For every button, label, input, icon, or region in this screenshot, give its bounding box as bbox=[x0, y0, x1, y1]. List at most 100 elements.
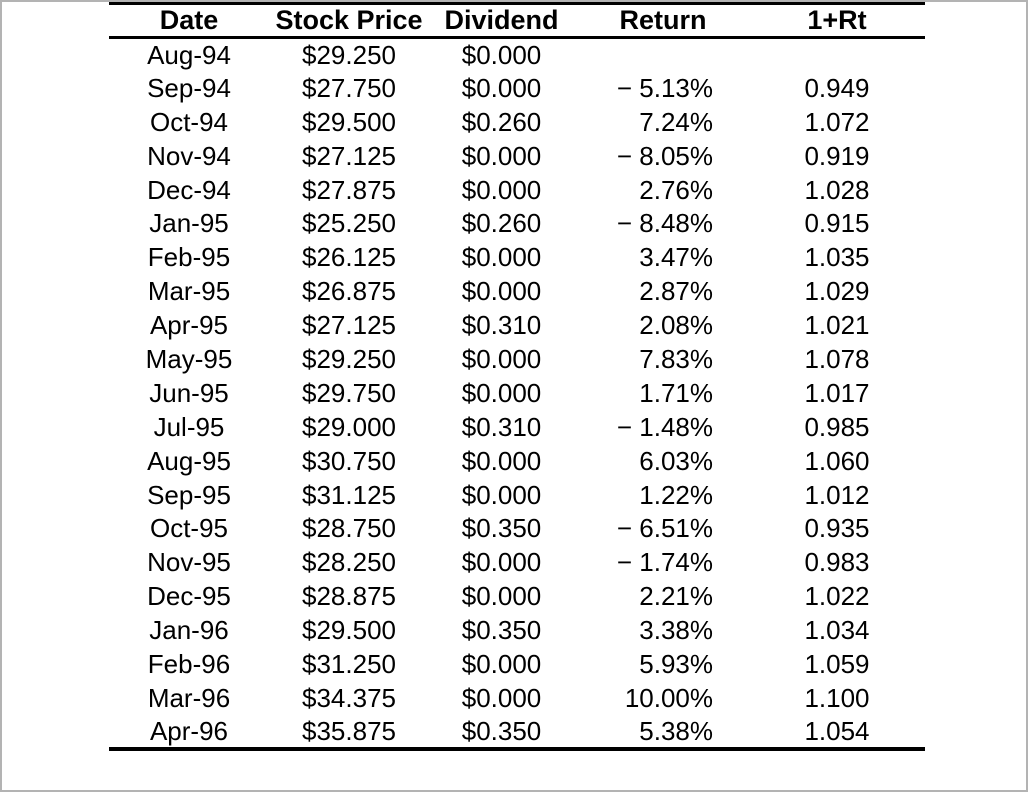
table-cell: May-95 bbox=[145, 343, 233, 374]
table-cell: $25.250 bbox=[302, 208, 396, 239]
table-cell: 1.029 bbox=[804, 276, 870, 307]
table-row: Mar-95 $26.875 $0.000 2.87% 1.029 bbox=[109, 275, 925, 309]
table-cell: $26.875 bbox=[302, 276, 396, 307]
table-cell: 1.017 bbox=[804, 377, 870, 408]
table-cell: $0.000 bbox=[461, 445, 542, 476]
table-cell: $0.310 bbox=[461, 310, 542, 341]
table-cell: $29.500 bbox=[302, 106, 396, 137]
stock-return-table-container: Date Stock Price Dividend Return 1+Rt Aug-94… bbox=[109, 2, 925, 794]
column-header-date: Date bbox=[109, 3, 269, 39]
stock-return-table: Date Stock Price Dividend Return 1+Rt Aug-94… bbox=[109, 2, 925, 752]
table-cell: 0.949 bbox=[804, 72, 870, 103]
table-cell: Sep-94 bbox=[147, 72, 231, 103]
table-cell: 6.03% bbox=[639, 445, 713, 476]
table-cell: 3.47% bbox=[639, 242, 713, 273]
column-header-dividend: Dividend bbox=[429, 3, 574, 39]
table-cell: $0.350 bbox=[461, 615, 542, 646]
table-cell: Jan-95 bbox=[149, 208, 229, 239]
table-cell: 2.08% bbox=[639, 310, 713, 341]
table-cell: Oct-95 bbox=[149, 513, 229, 544]
table-cell: $0.000 bbox=[461, 377, 542, 408]
table-row: May-95 $29.250 $0.000 7.83% 1.078 bbox=[109, 343, 925, 377]
table-cell: Oct-94 bbox=[149, 106, 229, 137]
table-cell: $27.750 bbox=[302, 72, 396, 103]
table-row: Sep-95 $31.125 $0.000 1.22% 1.012 bbox=[109, 478, 925, 512]
table-row: Nov-95 $28.250 $0.000 − 1.74% 0.983 bbox=[109, 546, 925, 580]
table-cell: $0.260 bbox=[461, 208, 542, 239]
table-cell: 2.76% bbox=[639, 174, 713, 205]
table-cell: Jun-95 bbox=[149, 377, 229, 408]
table-cell: $27.125 bbox=[302, 140, 396, 171]
table-cell: 5.93% bbox=[639, 648, 713, 679]
column-header-return: Return bbox=[574, 3, 724, 39]
table-cell: $26.125 bbox=[302, 242, 396, 273]
table-cell: Aug-95 bbox=[147, 445, 231, 476]
table-cell: 1.054 bbox=[804, 715, 870, 746]
table-row: Dec-95 $28.875 $0.000 2.21% 1.022 bbox=[109, 580, 925, 614]
table-row: Jun-95 $29.750 $0.000 1.71% 1.017 bbox=[109, 376, 925, 410]
table-row: Jan-95 $25.250 $0.260 − 8.48% 0.915 bbox=[109, 207, 925, 241]
table-cell: 3.38% bbox=[639, 615, 713, 646]
table-row: Oct-94 $29.500 $0.260 7.24% 1.072 bbox=[109, 105, 925, 139]
table-cell: $0.310 bbox=[461, 411, 542, 442]
table-cell: $28.875 bbox=[302, 581, 396, 612]
table-cell: $0.000 bbox=[461, 648, 542, 679]
table-cell: 0.983 bbox=[804, 547, 870, 578]
table-cell: Aug-94 bbox=[147, 39, 231, 70]
table-cell: 1.71% bbox=[639, 377, 713, 408]
table-cell: Jul-95 bbox=[153, 411, 225, 442]
table-cell: $0.260 bbox=[461, 106, 542, 137]
table-cell: 2.87% bbox=[639, 276, 713, 307]
table-cell: Feb-96 bbox=[147, 648, 231, 679]
table-cell: $31.125 bbox=[302, 479, 396, 510]
table-cell: $28.750 bbox=[302, 513, 396, 544]
table-cell: $0.000 bbox=[461, 140, 542, 171]
table-cell: $29.500 bbox=[302, 615, 396, 646]
table-cell: 1.059 bbox=[804, 648, 870, 679]
table-cell: 1.060 bbox=[804, 445, 870, 476]
table-cell: Feb-95 bbox=[147, 242, 231, 273]
table-header: Date Stock Price Dividend Return 1+Rt bbox=[109, 3, 925, 39]
table-cell: 1.028 bbox=[804, 174, 870, 205]
table-cell bbox=[724, 38, 925, 72]
table-cell: $0.000 bbox=[461, 479, 542, 510]
header-row: Date Stock Price Dividend Return 1+Rt bbox=[109, 3, 925, 39]
table-cell: $35.875 bbox=[302, 715, 396, 746]
table-row: Jan-96 $29.500 $0.350 3.38% 1.034 bbox=[109, 614, 925, 648]
table-cell: $28.250 bbox=[302, 547, 396, 578]
table-cell: − 8.48% bbox=[616, 208, 713, 239]
table-cell: 2.21% bbox=[639, 581, 713, 612]
table-cell: $0.000 bbox=[461, 242, 542, 273]
table-cell: $29.250 bbox=[302, 39, 396, 70]
table-cell: 1.100 bbox=[804, 682, 870, 713]
table-cell: 0.915 bbox=[804, 208, 870, 239]
table-cell: $30.750 bbox=[302, 445, 396, 476]
table-row: Feb-95 $26.125 $0.000 3.47% 1.035 bbox=[109, 241, 925, 275]
table-body: Aug-94 $29.250 $0.000 Sep-94 $27.750 $0.000 − … bbox=[109, 38, 925, 750]
table-cell: $0.000 bbox=[461, 276, 542, 307]
table-cell: Nov-95 bbox=[147, 547, 231, 578]
table-cell: $31.250 bbox=[302, 648, 396, 679]
table-row: Sep-94 $27.750 $0.000 − 5.13% 0.949 bbox=[109, 71, 925, 105]
table-cell: 1.035 bbox=[804, 242, 870, 273]
table-cell: $0.350 bbox=[461, 513, 542, 544]
table-cell: Dec-95 bbox=[147, 581, 231, 612]
table-cell: $0.000 bbox=[461, 174, 542, 205]
table-row: Aug-95 $30.750 $0.000 6.03% 1.060 bbox=[109, 444, 925, 478]
table-cell: Mar-96 bbox=[147, 682, 231, 713]
table-cell: Dec-94 bbox=[147, 174, 231, 205]
table-cell: 0.985 bbox=[804, 411, 870, 442]
table-row: Jul-95 $29.000 $0.310 − 1.48% 0.985 bbox=[109, 410, 925, 444]
table-row: Dec-94 $27.875 $0.000 2.76% 1.028 bbox=[109, 173, 925, 207]
table-cell: 1.012 bbox=[804, 479, 870, 510]
table-cell: $0.000 bbox=[461, 547, 542, 578]
table-cell: 7.83% bbox=[639, 343, 713, 374]
table-cell: − 8.05% bbox=[616, 140, 713, 171]
table-cell: $0.000 bbox=[461, 343, 542, 374]
table-cell: $27.125 bbox=[302, 310, 396, 341]
table-cell: $27.875 bbox=[302, 174, 396, 205]
table-cell: $34.375 bbox=[302, 682, 396, 713]
table-cell: Apr-95 bbox=[149, 310, 229, 341]
